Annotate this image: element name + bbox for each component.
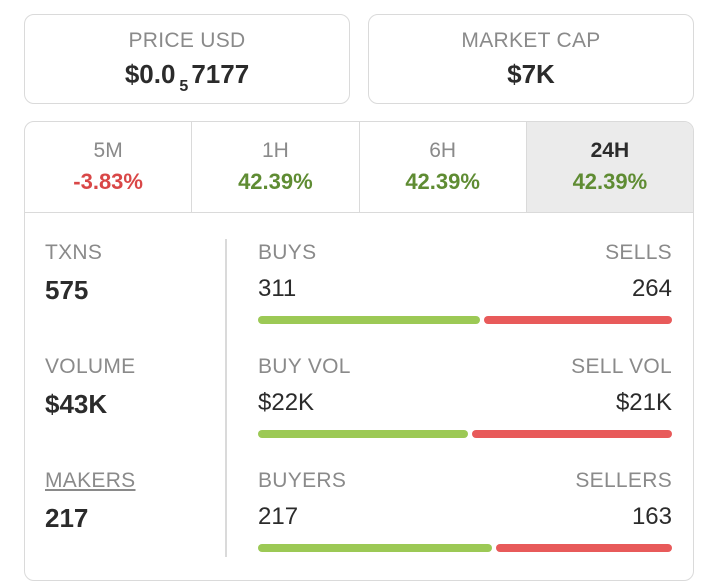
- buy-bar: [258, 316, 480, 324]
- timeframe-tabs: 5M -3.83% 1H 42.39% 6H 42.39% 24H 42.39%: [25, 122, 693, 213]
- stats-body: TXNS 575 VOLUME $43K MAKERS 217 BUYS SEL…: [25, 213, 693, 580]
- tab-change: -3.83%: [73, 169, 143, 194]
- sellers-value: 163: [631, 503, 672, 530]
- tab-change: 42.39%: [238, 169, 313, 194]
- volume-label: VOLUME: [45, 355, 136, 378]
- price-card: PRICE USD $0.0 5 7177: [24, 14, 350, 104]
- sell-bar: [484, 316, 672, 324]
- tab-1h[interactable]: 1H 42.39%: [192, 122, 360, 212]
- sell-vol-label: SELL VOL: [571, 355, 672, 378]
- price-zero-count: 5: [179, 78, 189, 95]
- tab-24h[interactable]: 24H 42.39%: [526, 122, 693, 212]
- buy-bar: [258, 544, 492, 552]
- price-label: PRICE USD: [128, 29, 246, 52]
- txns-value: 575: [45, 275, 89, 305]
- split-column: BUYS SELLS 311 264 BUY VOL SELL VOL: [258, 241, 672, 580]
- buyers-value: 217: [258, 503, 299, 530]
- makers-split: BUYERS SELLERS 217 163: [258, 469, 672, 580]
- tab-label: 5M: [93, 139, 123, 162]
- price-value-suffix: 7177: [191, 59, 250, 89]
- makers-metric: MAKERS 217: [45, 469, 225, 580]
- tab-label: 6H: [429, 139, 457, 162]
- txns-ratio-bar: [258, 316, 672, 324]
- volume-split: BUY VOL SELL VOL $22K $21K: [258, 355, 672, 469]
- price-value: $0.0 5 7177: [25, 59, 349, 95]
- sells-label: SELLS: [605, 241, 672, 264]
- tab-label: 24H: [590, 139, 630, 162]
- buy-vol-value: $22K: [258, 389, 315, 416]
- volume-metric: VOLUME $43K: [45, 355, 225, 469]
- tab-6h[interactable]: 6H 42.39%: [360, 122, 527, 212]
- buy-bar: [258, 430, 468, 438]
- sellers-label: SELLERS: [575, 469, 672, 492]
- makers-link[interactable]: MAKERS: [45, 469, 136, 492]
- sell-vol-value: $21K: [615, 389, 672, 416]
- tab-label: 1H: [261, 139, 289, 162]
- sell-bar: [496, 544, 672, 552]
- price-value-prefix: $0.0: [124, 59, 176, 89]
- buy-vol-label: BUY VOL: [258, 355, 351, 378]
- tab-change: 42.39%: [572, 169, 648, 194]
- volume-value: $43K: [45, 389, 108, 419]
- tab-change: 42.39%: [405, 169, 480, 194]
- market-cap-label: MARKET CAP: [461, 29, 601, 52]
- txns-split: BUYS SELLS 311 264: [258, 241, 672, 355]
- market-cap-value: $7K: [507, 59, 555, 89]
- market-cap-card: MARKET CAP $7K: [368, 14, 694, 104]
- txns-label: TXNS: [45, 241, 103, 264]
- sells-value: 264: [631, 275, 672, 302]
- makers-ratio-bar: [258, 544, 672, 552]
- sell-bar: [472, 430, 672, 438]
- buys-value: 311: [258, 275, 297, 302]
- tab-5m[interactable]: 5M -3.83%: [25, 122, 193, 212]
- totals-column: TXNS 575 VOLUME $43K MAKERS 217: [45, 241, 225, 580]
- txns-metric: TXNS 575: [45, 241, 225, 355]
- buyers-label: BUYERS: [258, 469, 347, 492]
- makers-value: 217: [45, 503, 89, 533]
- volume-ratio-bar: [258, 430, 672, 438]
- column-divider: [225, 239, 227, 557]
- buys-label: BUYS: [258, 241, 317, 264]
- stats-card: 5M -3.83% 1H 42.39% 6H 42.39% 24H 42.39%…: [24, 121, 694, 581]
